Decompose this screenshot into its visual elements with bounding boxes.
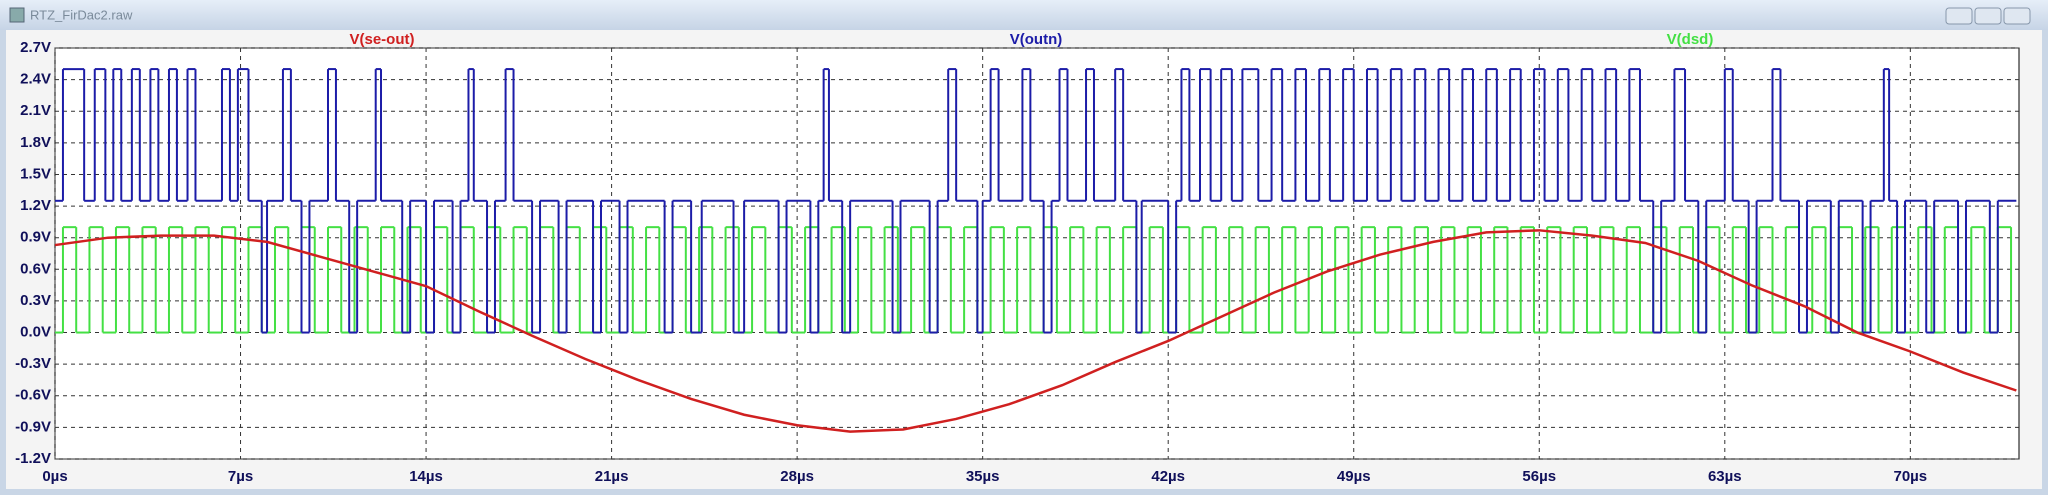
y-tick-label: 0.9V: [20, 229, 51, 246]
title-bar: [0, 0, 2048, 30]
y-tick-label: -0.3V: [15, 355, 51, 372]
y-tick-label: 2.4V: [20, 71, 51, 88]
window-buttons[interactable]: [1945, 7, 2031, 25]
series-line: [54, 229, 2017, 433]
y-tick-label: -1.2V: [15, 450, 51, 467]
x-tick-label: 7µs: [228, 468, 253, 485]
x-tick-label: 28µs: [780, 468, 814, 485]
x-tick-label: 63µs: [1708, 468, 1742, 485]
y-tick-label: 1.5V: [20, 165, 51, 182]
x-tick-label: 0µs: [42, 468, 67, 485]
y-tick-label: 0.0V: [20, 324, 51, 341]
y-tick-label: 0.3V: [20, 292, 51, 309]
y-tick-label: -0.6V: [15, 387, 51, 404]
y-tick-label: 1.8V: [20, 134, 51, 151]
window-icon: [9, 7, 25, 23]
y-tick-label: 2.1V: [20, 102, 51, 119]
restore-button[interactable]: [1974, 7, 2002, 25]
minimize-button[interactable]: [1945, 7, 1973, 25]
x-tick-label: 42µs: [1151, 468, 1185, 485]
x-tick-label: 21µs: [595, 468, 629, 485]
y-tick-label: 2.7V: [20, 39, 51, 56]
x-tick-label: 49µs: [1337, 468, 1371, 485]
x-tick-label: 56µs: [1522, 468, 1556, 485]
x-tick-label: 70µs: [1893, 468, 1927, 485]
y-tick-label: 1.2V: [20, 197, 51, 214]
legend-entry: V(dsd): [1667, 31, 1714, 48]
x-tick-label: 35µs: [966, 468, 1000, 485]
window-title: RTZ_FirDac2.raw: [30, 7, 133, 22]
x-tick-label: 14µs: [409, 468, 443, 485]
plot-area: [54, 47, 2020, 460]
legend-entry: V(se-out): [350, 31, 415, 48]
legend-entry: V(outn): [1010, 31, 1062, 48]
y-tick-label: -0.9V: [15, 418, 51, 435]
close-button[interactable]: [2003, 7, 2031, 25]
y-tick-label: 0.6V: [20, 260, 51, 277]
